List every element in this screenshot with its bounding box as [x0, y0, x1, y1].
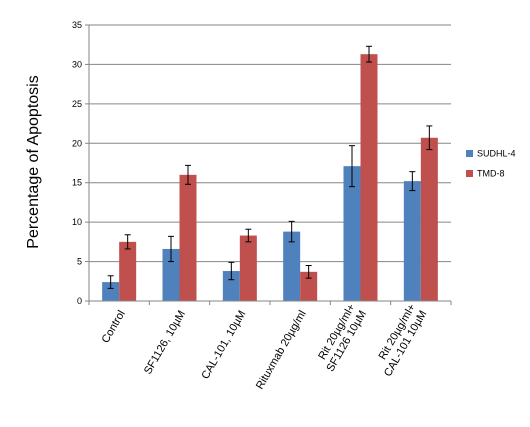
bar-sudhl-4 [162, 248, 180, 301]
x-category-labels: Control SF1126, 10µM CAL-101, 10µM Rituxmab… [100, 302, 430, 391]
y-tick-label: 35 [72, 20, 82, 30]
legend-label: SUDHL-4 [477, 149, 516, 159]
x-category-label: SF1126, 10µM [142, 309, 188, 377]
bars [102, 54, 438, 302]
legend-swatch [466, 170, 473, 177]
bar-tmd-8 [179, 174, 197, 301]
gridlines [89, 24, 451, 263]
bar-tmd-8 [119, 241, 137, 301]
bar-sudhl-4 [283, 231, 301, 301]
y-tick-label: 20 [72, 138, 82, 148]
y-tick-label: 30 [72, 59, 82, 69]
y-tick-label: 25 [72, 99, 82, 109]
bar-tmd-8 [420, 137, 438, 301]
bar-tmd-8 [360, 54, 378, 302]
x-category-label: Rit 20µg/ml+SF1126 10µM [313, 302, 369, 374]
bar-tmd-8 [300, 271, 318, 301]
y-tick-label: 0 [77, 296, 82, 306]
x-category-label: Rit 20µg/ml+CAL-101 10µM [371, 302, 430, 379]
legend-label: TMD-8 [477, 169, 505, 179]
bar-sudhl-4 [403, 181, 421, 301]
bar-sudhl-4 [102, 282, 120, 301]
bar-sudhl-4 [343, 166, 361, 301]
error-bars [107, 45, 433, 289]
y-tick-label: 10 [72, 217, 82, 227]
y-tick-label: 15 [72, 178, 82, 188]
bar-sudhl-4 [222, 271, 240, 301]
bar-tmd-8 [239, 235, 257, 301]
legend-swatch [466, 150, 473, 157]
y-tick-label: 5 [77, 257, 82, 267]
x-category-label: CAL-101, 10µM [199, 309, 248, 382]
axes [85, 24, 452, 305]
x-category-label: Control [100, 309, 128, 346]
y-axis-label: Percentage of Apoptosis [25, 75, 42, 248]
y-tick-labels: 0 5 10 15 20 25 30 35 [72, 20, 82, 306]
legend: SUDHL-4 TMD-8 [466, 149, 516, 179]
x-category-label: Rituxmab 20µg/ml [254, 309, 309, 392]
